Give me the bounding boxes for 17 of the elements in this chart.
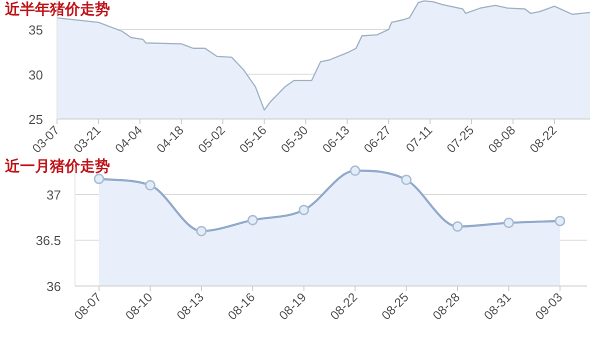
y-tick-label: 30 xyxy=(28,67,43,82)
point xyxy=(196,226,207,236)
point xyxy=(554,216,566,226)
y-tick-label: 36.5 xyxy=(36,233,61,248)
y-tick-label: 25 xyxy=(28,112,43,127)
y-tick-label: 35 xyxy=(28,22,43,38)
y-tick-label: 36 xyxy=(46,279,61,294)
point xyxy=(247,214,258,226)
point xyxy=(350,165,360,176)
point xyxy=(144,180,156,191)
point xyxy=(298,204,310,216)
point xyxy=(452,221,463,232)
point xyxy=(401,174,412,186)
chart-title: 近一月猪价走势 xyxy=(4,158,110,175)
point xyxy=(94,174,104,184)
y-tick-label: 37 xyxy=(46,187,61,202)
point xyxy=(504,218,514,228)
